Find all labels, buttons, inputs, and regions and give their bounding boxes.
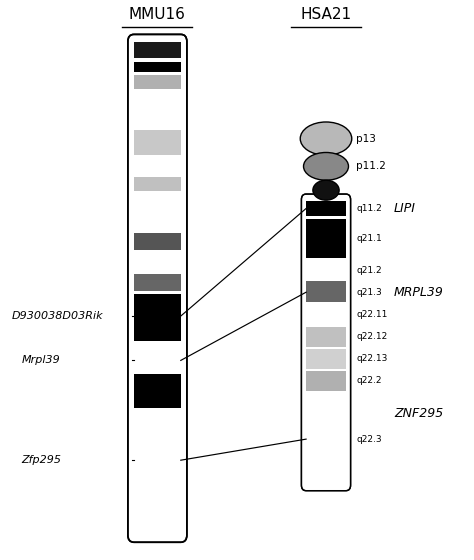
Bar xyxy=(306,260,346,280)
Bar xyxy=(306,326,346,347)
Bar xyxy=(134,130,181,155)
Text: HSA21: HSA21 xyxy=(301,7,352,22)
Bar xyxy=(306,219,346,258)
Text: Mrpl39: Mrpl39 xyxy=(21,356,60,365)
Bar xyxy=(134,75,181,88)
Bar xyxy=(134,233,181,250)
Bar xyxy=(134,41,181,58)
FancyBboxPatch shape xyxy=(301,194,351,491)
Bar xyxy=(134,344,181,371)
Text: q22.3: q22.3 xyxy=(356,435,382,444)
Bar xyxy=(134,178,181,192)
Bar xyxy=(306,281,346,302)
Ellipse shape xyxy=(313,180,339,200)
Bar xyxy=(306,200,346,216)
Text: q21.2: q21.2 xyxy=(356,266,382,275)
Bar xyxy=(306,305,346,324)
Text: MMU16: MMU16 xyxy=(129,7,186,22)
Text: LIPI: LIPI xyxy=(394,202,416,215)
Text: q11.2: q11.2 xyxy=(356,204,382,213)
Ellipse shape xyxy=(303,152,348,180)
Text: MRPL39: MRPL39 xyxy=(394,286,444,298)
Text: q21.1: q21.1 xyxy=(356,234,382,243)
Ellipse shape xyxy=(300,122,352,155)
Bar xyxy=(134,194,181,230)
Text: p13: p13 xyxy=(356,134,376,143)
Text: Zfp295: Zfp295 xyxy=(21,455,62,465)
Bar xyxy=(134,410,181,535)
Bar xyxy=(134,252,181,272)
Text: p11.2: p11.2 xyxy=(356,161,386,171)
FancyBboxPatch shape xyxy=(128,34,187,542)
Bar xyxy=(134,91,181,128)
Text: q22.11: q22.11 xyxy=(356,310,388,319)
Bar xyxy=(134,158,181,175)
Bar xyxy=(306,371,346,391)
Bar xyxy=(134,274,181,291)
Text: q22.13: q22.13 xyxy=(356,354,388,363)
Bar xyxy=(134,374,181,408)
Bar xyxy=(134,62,181,72)
Text: q22.12: q22.12 xyxy=(356,332,387,341)
Text: ZNF295: ZNF295 xyxy=(394,407,443,419)
Text: D930038D03Rik: D930038D03Rik xyxy=(12,311,104,321)
Bar xyxy=(306,394,346,485)
Bar xyxy=(134,294,181,341)
Bar xyxy=(306,349,346,368)
Text: q22.2: q22.2 xyxy=(356,376,382,385)
Text: q21.3: q21.3 xyxy=(356,288,382,297)
